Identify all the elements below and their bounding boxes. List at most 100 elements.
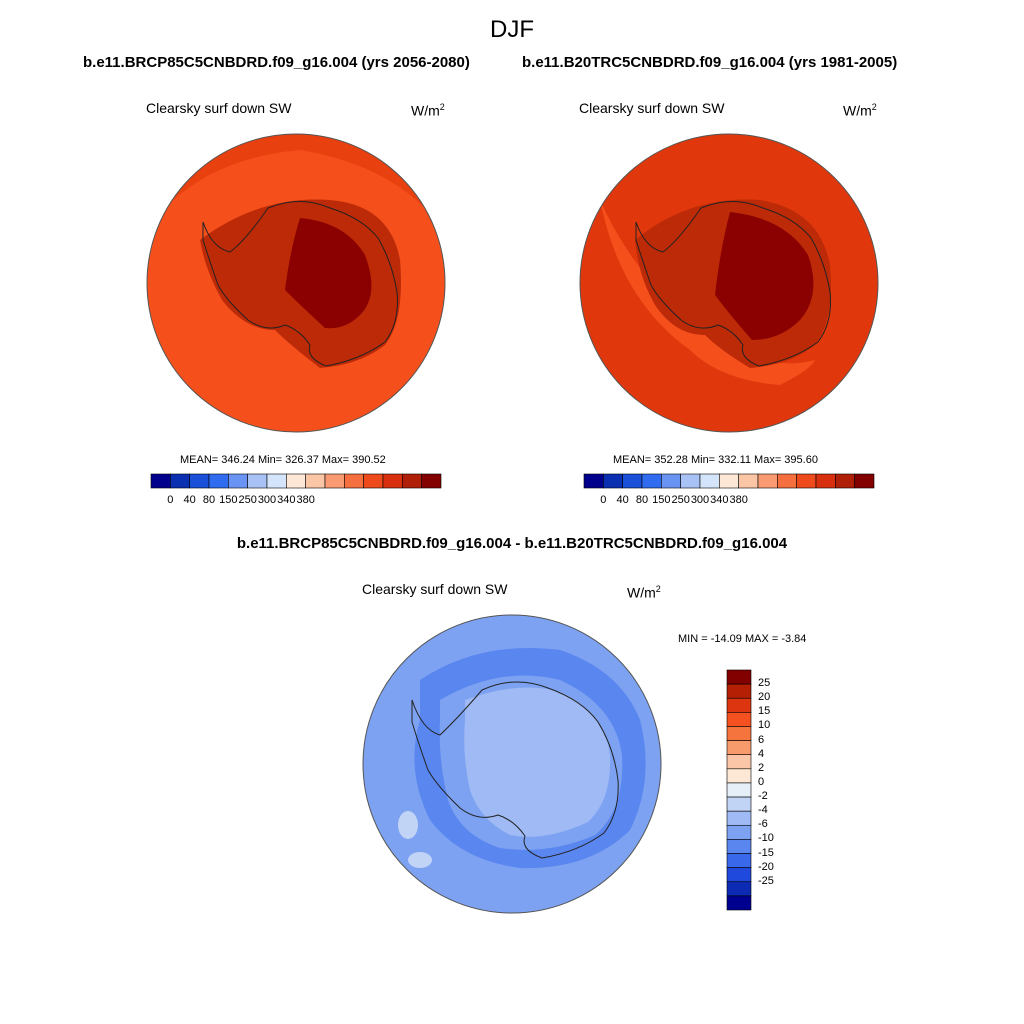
left-polar-map [147,134,445,432]
right-colorbar-swatch [699,473,720,489]
right-colorbar-tick-label: 250 [671,494,690,506]
difference-colorbar-tick-label: -15 [758,846,774,859]
right-colorbar-swatch [815,473,836,489]
difference-colorbar-swatch [726,824,752,840]
difference-title: b.e11.BRCP85C5CNBDRD.f09_g16.004 - b.e11… [236,535,788,552]
difference-colorbar-tick-label: 20 [758,691,771,704]
difference-colorbar-swatch [726,683,752,699]
difference-stats: MIN = -14.09 MAX = -3.84 [678,633,807,645]
right-coastline [635,201,831,367]
difference-colorbar-tick-label: 25 [758,677,771,690]
right-colorbar-swatch [661,473,681,489]
right-colorbar-swatch [757,473,778,489]
right-colorbar-swatch [738,473,759,489]
difference-colorbar-tick-label: -6 [758,818,768,831]
right-colorbar-tick-label: 40 [616,494,629,506]
left-colorbar-tick-label: 300 [257,494,277,506]
difference-colorbar-tick-label: 4 [758,747,765,760]
right-colorbar-swatch [777,473,797,489]
right-colorbar-swatch [641,473,662,489]
left-colorbar-tick-label: 0 [167,494,174,506]
difference-colorbar-tick-label: -10 [758,832,774,845]
difference-colorbar-tick-label: -4 [758,804,768,817]
left-stats: MEAN= 346.24 Min= 326.37 Max= 390.52 [180,454,386,466]
left-colorbar-swatch [305,473,326,489]
right-colorbar-swatch [622,473,643,489]
left-colorbar-tick-label: 250 [238,494,257,506]
difference-colorbar-tick-label: 0 [758,775,765,788]
difference-colorbar-swatch [726,796,752,812]
difference-colorbar-swatch [726,712,752,727]
left-variable-label: Clearsky surf down SW [146,100,292,116]
left-colorbar [150,473,442,489]
right-units-label: W/m2 [843,102,877,119]
left-colorbar-swatch [402,473,422,489]
left-coastline [202,201,398,367]
right-colorbar-swatch [583,473,604,489]
right-colorbar-tick-label: 0 [600,494,607,506]
difference-coastline [411,681,619,859]
difference-colorbar-tick-label: 2 [758,761,765,774]
difference-colorbar-swatch [726,867,752,883]
left-colorbar-swatch [247,473,268,489]
right-colorbar-tick-label: 380 [729,494,748,506]
left-colorbar-tick-label: 150 [219,494,238,506]
right-colorbar-swatch [796,473,817,489]
right-colorbar-tick-label: 340 [710,494,729,506]
left-colorbar-swatch [286,473,306,489]
left-colorbar-swatch [344,473,364,489]
difference-colorbar-swatch [726,697,752,713]
difference-colorbar-swatch [726,669,752,685]
difference-colorbar-tick-label: -2 [758,790,768,803]
difference-units-label: W/m2 [627,584,661,601]
left-colorbar-swatch [189,473,210,489]
left-colorbar-swatch [363,473,384,489]
left-colorbar-swatch [208,473,229,489]
difference-colorbar-tick-label: -25 [758,874,774,887]
right-polar-map [580,134,878,432]
difference-colorbar [726,669,752,911]
left-colorbar-swatch [228,473,248,489]
difference-colorbar-swatch [726,881,752,897]
difference-colorbar-swatch [726,768,752,784]
left-colorbar-tick-label: 40 [183,494,196,506]
difference-colorbar-swatch [726,726,752,741]
difference-colorbar-swatch [726,754,752,770]
left-colorbar-swatch [324,473,345,489]
left-colorbar-swatch [382,473,403,489]
difference-colorbar-swatch [726,810,752,826]
difference-polar-map [363,615,661,913]
difference-colorbar-tick-label: 6 [758,733,765,746]
right-colorbar-tick-label: 80 [635,494,649,506]
difference-colorbar-swatch [726,740,752,756]
difference-colorbar-swatch [726,895,752,911]
right-colorbar-swatch [719,473,739,489]
left-colorbar-tick-label: 340 [277,494,296,506]
right-colorbar-swatch [680,473,701,489]
difference-colorbar-swatch [726,853,752,868]
right-colorbar-tick-label: 300 [690,494,710,506]
right-colorbar [583,473,875,489]
right-colorbar-tick-label: 150 [652,494,671,506]
left-colorbar-swatch [421,473,442,489]
left-colorbar-swatch [150,473,171,489]
left-colorbar-tick-label: 380 [296,494,315,506]
left-units-label: W/m2 [411,102,445,119]
right-variable-label: Clearsky surf down SW [579,100,725,116]
figure-title: DJF [490,16,534,43]
right-colorbar-swatch [835,473,855,489]
right-case-title: b.e11.B20TRC5CNBDRD.f09_g16.004 (yrs 198… [522,54,898,71]
difference-colorbar-swatch [726,782,752,798]
difference-colorbar-tick-label: 15 [758,705,771,718]
right-stats: MEAN= 352.28 Min= 332.11 Max= 395.60 [613,454,818,466]
difference-variable-label: Clearsky surf down SW [362,581,508,597]
difference-colorbar-tick-label: -20 [758,860,774,873]
difference-colorbar-swatch [726,839,752,854]
right-colorbar-swatch [854,473,875,489]
left-case-title: b.e11.BRCP85C5CNBDRD.f09_g16.004 (yrs 20… [83,54,470,71]
left-colorbar-swatch [170,473,190,489]
right-colorbar-swatch [603,473,623,489]
left-colorbar-swatch [266,473,287,489]
difference-colorbar-tick-label: 10 [758,719,771,732]
